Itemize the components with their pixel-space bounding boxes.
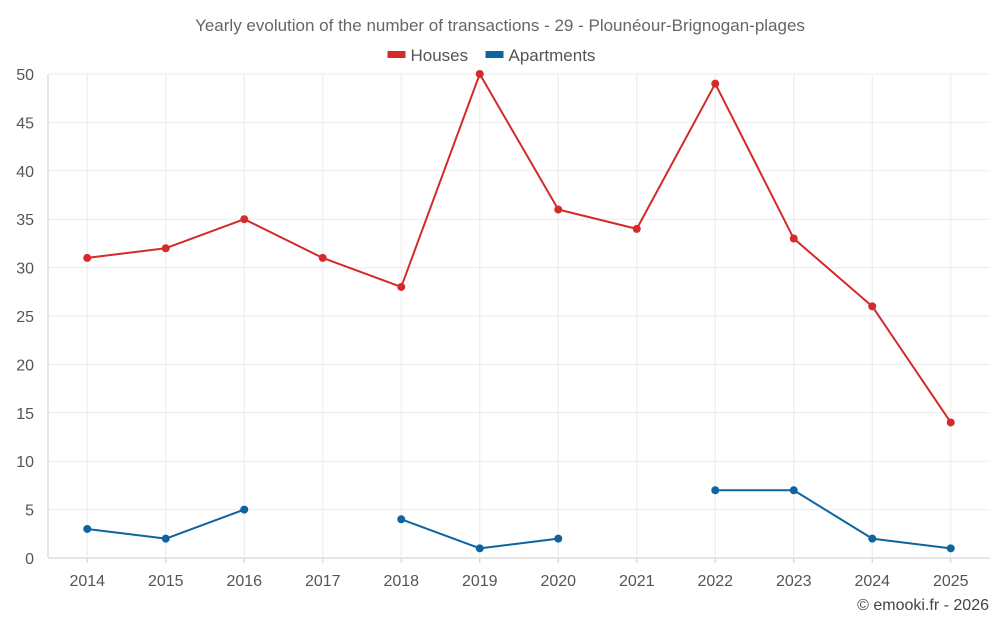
y-tick-label: 5 xyxy=(25,503,34,520)
chart-title: Yearly evolution of the number of transa… xyxy=(195,16,805,35)
y-tick-label: 15 xyxy=(16,406,34,423)
y-tick-label: 30 xyxy=(16,261,34,278)
x-axis: 2014 2015 2016 2017 2018 2019 2020 2021 2022 2023… xyxy=(69,573,968,590)
data-point[interactable] xyxy=(711,79,720,88)
data-point[interactable] xyxy=(946,418,955,427)
data-point[interactable] xyxy=(868,302,877,311)
data-point[interactable] xyxy=(475,70,484,78)
series-houses xyxy=(83,70,955,427)
data-point[interactable] xyxy=(83,524,92,533)
data-point[interactable] xyxy=(632,224,641,233)
data-point[interactable] xyxy=(397,515,406,524)
y-tick-label: 50 xyxy=(16,67,34,84)
watermark: © emooki.fr - 2026 xyxy=(857,597,989,614)
x-tick-label: 2016 xyxy=(226,573,262,590)
data-point[interactable] xyxy=(475,544,484,553)
legend-swatch xyxy=(485,51,504,58)
series-line xyxy=(87,73,952,424)
y-axis: 0 5 10 15 20 25 30 35 40 45 50 xyxy=(16,67,34,568)
y-tick-label: 10 xyxy=(16,454,34,471)
data-point[interactable] xyxy=(240,215,249,224)
data-point[interactable] xyxy=(946,544,955,553)
x-tick-label: 2015 xyxy=(148,573,184,590)
data-point[interactable] xyxy=(397,282,406,291)
data-point[interactable] xyxy=(868,534,877,543)
legend-label: Houses xyxy=(411,46,469,65)
x-tick-label: 2023 xyxy=(776,573,812,590)
y-tick-label: 25 xyxy=(16,309,34,326)
data-point[interactable] xyxy=(789,234,798,243)
data-point[interactable] xyxy=(83,253,92,262)
series-line xyxy=(715,489,951,550)
series-group xyxy=(83,70,955,553)
y-tick-label: 45 xyxy=(16,115,34,132)
y-tick-label: 20 xyxy=(16,357,34,374)
y-tick-label: 35 xyxy=(16,212,34,229)
data-point[interactable] xyxy=(554,205,563,214)
x-tick-label: 2021 xyxy=(619,573,655,590)
x-tick-label: 2025 xyxy=(933,573,969,590)
legend: Houses Apartments xyxy=(387,46,596,65)
legend-label: Apartments xyxy=(509,46,596,65)
data-point[interactable] xyxy=(240,505,249,514)
data-point[interactable] xyxy=(711,486,720,495)
x-tick-label: 2017 xyxy=(305,573,341,590)
x-tick-label: 2014 xyxy=(69,573,105,590)
x-tick-label: 2024 xyxy=(854,573,890,590)
data-point[interactable] xyxy=(161,534,170,543)
series-apartments xyxy=(83,486,955,553)
legend-item-houses[interactable]: Houses xyxy=(387,46,469,65)
x-tick-label: 2019 xyxy=(462,573,498,590)
data-point[interactable] xyxy=(161,244,170,253)
data-point[interactable] xyxy=(554,534,563,543)
y-tick-label: 40 xyxy=(16,164,34,181)
legend-swatch xyxy=(387,51,406,58)
grid xyxy=(47,73,990,563)
x-tick-label: 2018 xyxy=(383,573,419,590)
y-tick-label: 0 xyxy=(25,551,34,568)
x-tick-label: 2020 xyxy=(540,573,576,590)
data-point[interactable] xyxy=(318,253,327,262)
data-point[interactable] xyxy=(789,486,798,495)
legend-item-apartments[interactable]: Apartments xyxy=(485,46,596,65)
x-tick-label: 2022 xyxy=(697,573,733,590)
